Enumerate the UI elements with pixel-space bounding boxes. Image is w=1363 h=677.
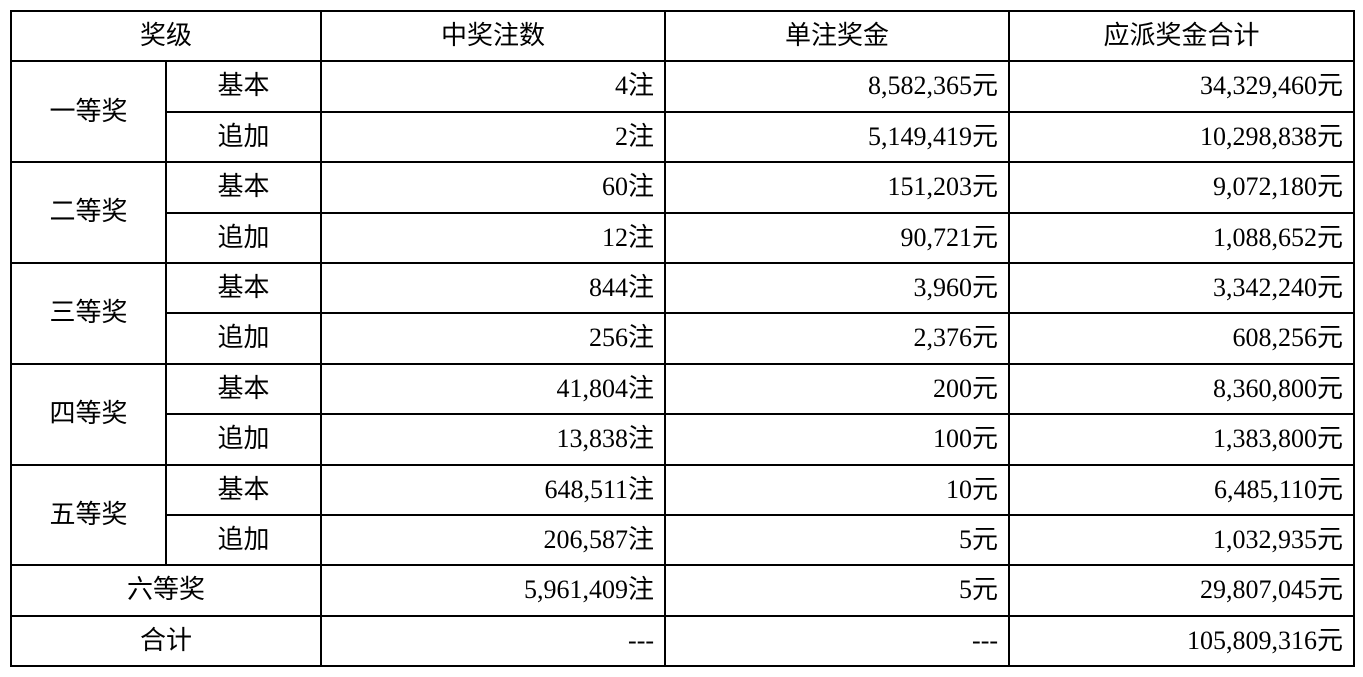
prize-table: 奖级 中奖注数 单注奖金 应派奖金合计 一等奖 基本 4注 8,582,365元… xyxy=(10,10,1355,667)
cell-total: 105,809,316元 xyxy=(1009,616,1354,666)
table-row: 四等奖 基本 41,804注 200元 8,360,800元 xyxy=(11,364,1354,414)
cell-count: 2注 xyxy=(321,112,665,162)
cell-count: 4注 xyxy=(321,61,665,111)
type-add: 追加 xyxy=(166,414,321,464)
cell-count: 12注 xyxy=(321,213,665,263)
cell-count: --- xyxy=(321,616,665,666)
cell-total: 29,807,045元 xyxy=(1009,565,1354,615)
table-row: 追加 256注 2,376元 608,256元 xyxy=(11,313,1354,363)
cell-per: 3,960元 xyxy=(665,263,1009,313)
sum-row: 合计 --- --- 105,809,316元 xyxy=(11,616,1354,666)
type-base: 基本 xyxy=(166,263,321,313)
header-per: 单注奖金 xyxy=(665,11,1009,61)
type-base: 基本 xyxy=(166,61,321,111)
cell-count: 256注 xyxy=(321,313,665,363)
cell-per: 5元 xyxy=(665,565,1009,615)
cell-count: 5,961,409注 xyxy=(321,565,665,615)
cell-count: 13,838注 xyxy=(321,414,665,464)
cell-total: 608,256元 xyxy=(1009,313,1354,363)
table-row: 二等奖 基本 60注 151,203元 9,072,180元 xyxy=(11,162,1354,212)
cell-per: 10元 xyxy=(665,465,1009,515)
header-total: 应派奖金合计 xyxy=(1009,11,1354,61)
cell-per: 100元 xyxy=(665,414,1009,464)
level-p2: 二等奖 xyxy=(11,162,166,263)
cell-per: 8,582,365元 xyxy=(665,61,1009,111)
cell-per: 151,203元 xyxy=(665,162,1009,212)
cell-total: 34,329,460元 xyxy=(1009,61,1354,111)
type-add: 追加 xyxy=(166,213,321,263)
table-row: 一等奖 基本 4注 8,582,365元 34,329,460元 xyxy=(11,61,1354,111)
header-level: 奖级 xyxy=(11,11,321,61)
type-base: 基本 xyxy=(166,364,321,414)
type-add: 追加 xyxy=(166,112,321,162)
cell-per: 2,376元 xyxy=(665,313,1009,363)
cell-total: 1,383,800元 xyxy=(1009,414,1354,464)
cell-per: --- xyxy=(665,616,1009,666)
type-add: 追加 xyxy=(166,313,321,363)
cell-total: 3,342,240元 xyxy=(1009,263,1354,313)
table-row: 追加 12注 90,721元 1,088,652元 xyxy=(11,213,1354,263)
table-row: 六等奖 5,961,409注 5元 29,807,045元 xyxy=(11,565,1354,615)
type-base: 基本 xyxy=(166,465,321,515)
table-row: 追加 13,838注 100元 1,383,800元 xyxy=(11,414,1354,464)
cell-per: 5元 xyxy=(665,515,1009,565)
header-count: 中奖注数 xyxy=(321,11,665,61)
level-p5: 五等奖 xyxy=(11,465,166,566)
cell-total: 1,032,935元 xyxy=(1009,515,1354,565)
level-p3: 三等奖 xyxy=(11,263,166,364)
cell-count: 648,511注 xyxy=(321,465,665,515)
type-add: 追加 xyxy=(166,515,321,565)
cell-total: 6,485,110元 xyxy=(1009,465,1354,515)
cell-per: 200元 xyxy=(665,364,1009,414)
cell-count: 41,804注 xyxy=(321,364,665,414)
level-p6: 六等奖 xyxy=(11,565,321,615)
cell-total: 9,072,180元 xyxy=(1009,162,1354,212)
level-p4: 四等奖 xyxy=(11,364,166,465)
level-sum: 合计 xyxy=(11,616,321,666)
cell-total: 8,360,800元 xyxy=(1009,364,1354,414)
level-p1: 一等奖 xyxy=(11,61,166,162)
cell-count: 206,587注 xyxy=(321,515,665,565)
cell-count: 844注 xyxy=(321,263,665,313)
cell-count: 60注 xyxy=(321,162,665,212)
table-row: 五等奖 基本 648,511注 10元 6,485,110元 xyxy=(11,465,1354,515)
table-row: 追加 206,587注 5元 1,032,935元 xyxy=(11,515,1354,565)
cell-total: 10,298,838元 xyxy=(1009,112,1354,162)
cell-per: 90,721元 xyxy=(665,213,1009,263)
cell-total: 1,088,652元 xyxy=(1009,213,1354,263)
header-row: 奖级 中奖注数 单注奖金 应派奖金合计 xyxy=(11,11,1354,61)
cell-per: 5,149,419元 xyxy=(665,112,1009,162)
table-row: 三等奖 基本 844注 3,960元 3,342,240元 xyxy=(11,263,1354,313)
table-row: 追加 2注 5,149,419元 10,298,838元 xyxy=(11,112,1354,162)
type-base: 基本 xyxy=(166,162,321,212)
